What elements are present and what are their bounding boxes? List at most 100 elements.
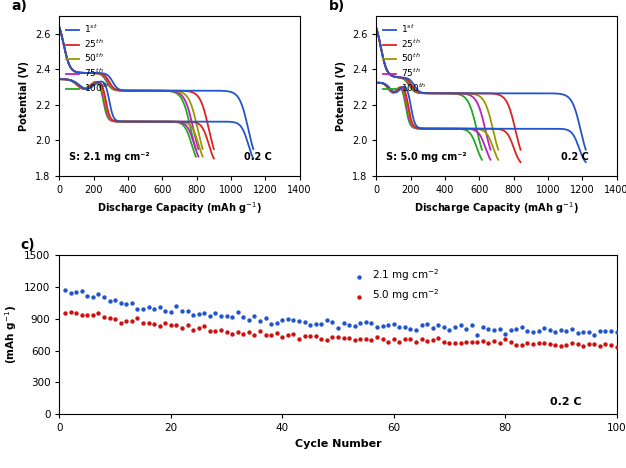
2.1 mg cm$^{-2}$ xyxy=(133,305,143,313)
2.1 mg cm$^{-2}$ xyxy=(210,310,220,317)
5.0 mg cm$^{-2}$ xyxy=(172,322,182,329)
5.0 mg cm$^{-2}$ xyxy=(344,334,354,342)
2.1 mg cm$^{-2}$ xyxy=(422,321,432,328)
Text: c): c) xyxy=(21,238,35,252)
2.1 mg cm$^{-2}$ xyxy=(266,320,276,328)
2.1 mg cm$^{-2}$ xyxy=(550,328,560,336)
5.0 mg cm$^{-2}$ xyxy=(199,322,209,329)
5.0 mg cm$^{-2}$ xyxy=(255,327,265,335)
5.0 mg cm$^{-2}$ xyxy=(316,336,326,343)
5.0 mg cm$^{-2}$ xyxy=(394,338,404,346)
5.0 mg cm$^{-2}$ xyxy=(239,330,249,338)
5.0 mg cm$^{-2}$ xyxy=(71,309,81,317)
5.0 mg cm$^{-2}$ xyxy=(567,339,577,346)
2.1 mg cm$^{-2}$ xyxy=(433,322,443,329)
5.0 mg cm$^{-2}$ xyxy=(127,317,137,325)
2.1 mg cm$^{-2}$ xyxy=(316,320,326,328)
2.1 mg cm$^{-2}$ xyxy=(517,323,527,330)
2.1 mg cm$^{-2}$ xyxy=(105,297,115,305)
2.1 mg cm$^{-2}$ xyxy=(595,327,605,334)
5.0 mg cm$^{-2}$ xyxy=(500,335,510,343)
Text: S: 2.1 mg cm⁻²: S: 2.1 mg cm⁻² xyxy=(69,152,150,161)
2.1 mg cm$^{-2}$ xyxy=(88,293,98,301)
5.0 mg cm$^{-2}$ xyxy=(110,315,120,323)
5.0 mg cm$^{-2}$ xyxy=(528,340,538,348)
2.1 mg cm$^{-2}$ xyxy=(322,317,332,324)
2.1 mg cm$^{-2}$ xyxy=(366,319,376,327)
5.0 mg cm$^{-2}$ xyxy=(143,319,153,327)
2.1 mg cm$^{-2}$ xyxy=(506,327,516,334)
Text: 0.2 C: 0.2 C xyxy=(550,397,582,407)
2.1 mg cm$^{-2}$ xyxy=(255,317,265,325)
5.0 mg cm$^{-2}$ xyxy=(578,343,588,350)
5.0 mg cm$^{-2}$ xyxy=(77,311,87,319)
X-axis label: Cycle Number: Cycle Number xyxy=(295,439,381,449)
5.0 mg cm$^{-2}$ xyxy=(244,328,254,336)
2.1 mg cm$^{-2}$ xyxy=(356,320,366,327)
5.0 mg cm$^{-2}$ xyxy=(300,332,310,340)
5.0 mg cm$^{-2}$ xyxy=(366,336,376,344)
Text: 0.2 C: 0.2 C xyxy=(244,152,272,161)
2.1 mg cm$^{-2}$ xyxy=(562,327,572,334)
2.1 mg cm$^{-2}$ xyxy=(439,323,449,331)
2.1 mg cm$^{-2}$ xyxy=(417,322,427,329)
5.0 mg cm$^{-2}$ xyxy=(277,333,287,341)
2.1 mg cm$^{-2}$ xyxy=(372,324,382,331)
2.1 mg cm$^{-2}$ xyxy=(77,287,87,295)
5.0 mg cm$^{-2}$ xyxy=(573,340,583,348)
5.0 mg cm$^{-2}$ xyxy=(249,331,259,338)
2.1 mg cm$^{-2}$ xyxy=(339,319,349,327)
2.1 mg cm$^{-2}$ xyxy=(310,320,321,328)
2.1 mg cm$^{-2}$ xyxy=(82,292,93,300)
5.0 mg cm$^{-2}$ xyxy=(600,341,610,348)
2.1 mg cm$^{-2}$ xyxy=(383,322,393,329)
2.1 mg cm$^{-2}$ xyxy=(60,286,70,294)
5.0 mg cm$^{-2}$ xyxy=(612,343,622,350)
Text: b): b) xyxy=(329,0,345,13)
5.0 mg cm$^{-2}$ xyxy=(533,339,543,346)
5.0 mg cm$^{-2}$ xyxy=(138,319,148,327)
2.1 mg cm$^{-2}$ xyxy=(411,326,421,334)
5.0 mg cm$^{-2}$ xyxy=(160,320,170,327)
2.1 mg cm$^{-2}$ xyxy=(305,322,315,329)
2.1 mg cm$^{-2}$ xyxy=(177,307,187,315)
2.1 mg cm$^{-2}$ xyxy=(400,323,410,331)
5.0 mg cm$^{-2}$ xyxy=(356,335,366,342)
5.0 mg cm$^{-2}$ xyxy=(166,321,176,329)
5.0 mg cm$^{-2}$ xyxy=(444,339,454,347)
5.0 mg cm$^{-2}$ xyxy=(333,334,343,341)
2.1 mg cm$^{-2}$ xyxy=(222,312,232,320)
2.1 mg cm$^{-2}$ xyxy=(327,319,337,326)
5.0 mg cm$^{-2}$ xyxy=(327,333,337,341)
5.0 mg cm$^{-2}$ xyxy=(233,328,243,336)
5.0 mg cm$^{-2}$ xyxy=(305,332,315,340)
2.1 mg cm$^{-2}$ xyxy=(138,306,148,313)
5.0 mg cm$^{-2}$ xyxy=(339,334,349,342)
5.0 mg cm$^{-2}$ xyxy=(183,322,193,329)
5.0 mg cm$^{-2}$ xyxy=(589,340,599,348)
5.0 mg cm$^{-2}$ xyxy=(383,338,393,345)
2.1 mg cm$^{-2}$ xyxy=(394,324,404,331)
2.1 mg cm$^{-2}$ xyxy=(350,322,360,329)
5.0 mg cm$^{-2}$ xyxy=(406,335,416,343)
5.0 mg cm$^{-2}$ xyxy=(562,341,572,349)
5.0 mg cm$^{-2}$ xyxy=(272,329,282,337)
5.0 mg cm$^{-2}$ xyxy=(489,337,499,344)
2.1 mg cm$^{-2}$ xyxy=(93,291,103,298)
5.0 mg cm$^{-2}$ xyxy=(216,327,226,334)
5.0 mg cm$^{-2}$ xyxy=(82,311,93,319)
2.1 mg cm$^{-2}$ xyxy=(600,327,610,335)
2.1 mg cm$^{-2}$ xyxy=(143,304,153,311)
5.0 mg cm$^{-2}$ xyxy=(523,339,533,346)
5.0 mg cm$^{-2}$ xyxy=(389,336,399,343)
5.0 mg cm$^{-2}$ xyxy=(93,310,103,317)
5.0 mg cm$^{-2}$ xyxy=(210,327,220,335)
2.1 mg cm$^{-2}$ xyxy=(300,318,310,326)
2.1 mg cm$^{-2}$ xyxy=(239,313,249,321)
2.1 mg cm$^{-2}$ xyxy=(99,293,109,301)
5.0 mg cm$^{-2}$ xyxy=(361,335,371,343)
2.1 mg cm$^{-2}$ xyxy=(244,316,254,323)
5.0 mg cm$^{-2}$ xyxy=(289,330,299,337)
Text: a): a) xyxy=(11,0,28,13)
2.1 mg cm$^{-2}$ xyxy=(155,303,165,311)
